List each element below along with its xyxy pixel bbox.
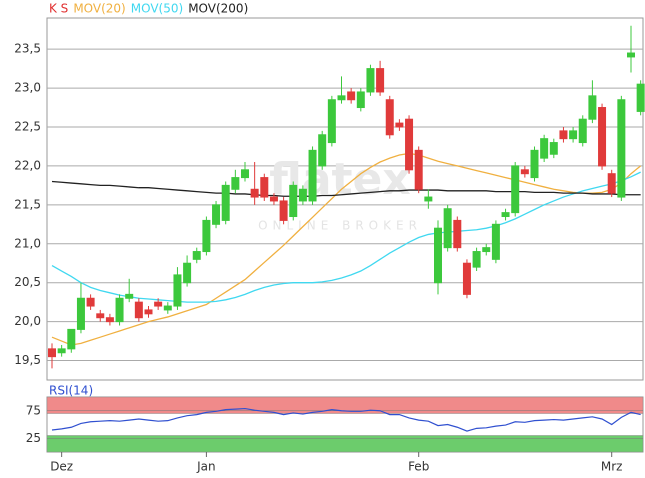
legend-entry: RSI(14) [49, 384, 93, 398]
candle-body [308, 149, 317, 202]
candle-body [617, 99, 626, 198]
candle-body [347, 91, 356, 101]
band [46, 396, 644, 414]
candle-body [356, 91, 365, 109]
y-tick-label: 23,5 [14, 42, 41, 56]
y-tick-label: 21,5 [14, 197, 41, 211]
candle-body [337, 95, 346, 101]
candle-body [501, 212, 510, 218]
legend-entry: MOV(20) [73, 2, 125, 16]
y-tick-label: 22,5 [14, 119, 41, 133]
candle-body [105, 317, 114, 323]
y-tick-label: 20,5 [14, 275, 41, 289]
candle-body [376, 68, 385, 93]
candle-body [48, 348, 56, 358]
candle-body [57, 348, 66, 354]
candle-body [115, 297, 124, 323]
candle-body [588, 95, 597, 120]
candle-body [231, 177, 240, 190]
candle-body [67, 328, 76, 350]
candle-body [96, 313, 105, 319]
candle-body [530, 149, 539, 179]
candle-body [453, 219, 462, 249]
y-tick-label: 22,0 [14, 158, 41, 172]
candle-body [192, 251, 201, 260]
moving-average-line [51, 152, 642, 346]
legend-entry: K S [49, 2, 68, 16]
candle-body [327, 99, 336, 144]
candle-body [76, 297, 85, 330]
candle-body [318, 134, 327, 167]
candle-body [598, 107, 607, 167]
y-tick-label: 21,0 [14, 236, 41, 250]
candle-body [173, 274, 182, 307]
x-tick-label: Jan [196, 460, 216, 474]
candle-body [414, 149, 423, 190]
candle-body [549, 142, 558, 155]
plot-area [46, 17, 644, 381]
candle-body [627, 52, 635, 58]
moving-average-line [51, 180, 641, 197]
candle-body [434, 227, 442, 284]
candle-body [395, 122, 404, 128]
candle-body [260, 177, 269, 198]
candle-body [636, 83, 645, 112]
legend-entry: MOV(200) [188, 2, 248, 16]
candle-body [289, 184, 298, 218]
candle-body [250, 188, 259, 198]
candle-body [443, 208, 452, 249]
candle-body [279, 200, 288, 221]
candle-body [241, 169, 249, 179]
candle-body [491, 223, 500, 260]
moving-average-line [51, 171, 641, 303]
candle-body [520, 169, 529, 175]
candle-body [86, 297, 95, 307]
y-tick-label: 75 [26, 403, 41, 417]
candle-body [183, 262, 192, 284]
candle-body [202, 219, 211, 253]
x-tick-label: Mrz [601, 460, 623, 474]
candle-body [511, 165, 520, 214]
rsi-line [51, 407, 641, 432]
x-tick-label: Dez [50, 460, 73, 474]
candle-body [578, 118, 587, 144]
y-tick-label: 20,0 [14, 314, 41, 328]
y-tick-label: 23,0 [14, 81, 41, 95]
candle-body [405, 118, 414, 171]
legend-entry: MOV(50) [131, 2, 183, 16]
candle-body [424, 196, 433, 202]
candle-body [221, 184, 230, 221]
candle-body [154, 301, 163, 307]
band [46, 435, 644, 453]
candle-body [366, 68, 375, 93]
candle-body [540, 138, 549, 159]
candle-body [212, 204, 221, 225]
candle-body [144, 309, 153, 315]
candle-body [269, 196, 278, 202]
candle-body [298, 188, 307, 202]
candle-body [559, 130, 568, 140]
candle-body [125, 293, 134, 299]
candle-body [462, 262, 471, 295]
candle-body [385, 99, 394, 136]
candle-body [163, 305, 172, 311]
candle-body [482, 247, 491, 253]
watermark-sub: ONLINE BROKER [258, 219, 422, 233]
candle-body [472, 251, 481, 268]
x-tick-label: Feb [408, 460, 429, 474]
candle-body [607, 173, 616, 194]
candle-body [134, 301, 143, 319]
y-tick-label: 19,5 [14, 353, 41, 367]
y-tick-label: 25 [26, 431, 41, 445]
candle-body [569, 130, 578, 140]
